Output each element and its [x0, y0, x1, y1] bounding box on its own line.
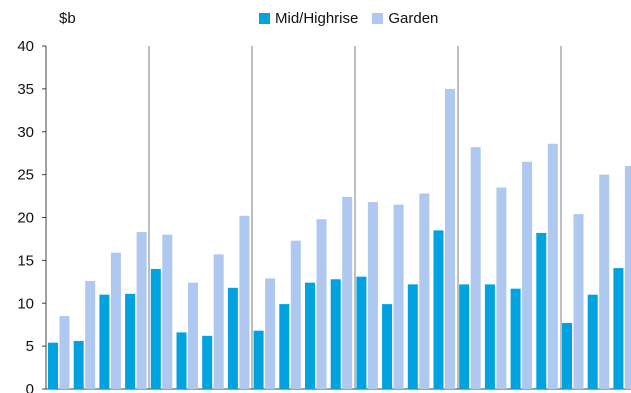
bar-mid-highrise	[305, 282, 315, 389]
bar-garden	[162, 234, 173, 389]
bar-mid-highrise	[253, 330, 264, 389]
bar-mid-highrise	[484, 284, 495, 389]
bar-mid-highrise	[125, 293, 136, 389]
y-tick-label: 10	[17, 295, 34, 312]
bar-garden	[342, 196, 353, 389]
bar-garden	[213, 254, 224, 389]
bar-mid-highrise	[510, 288, 521, 389]
bar-garden	[59, 316, 70, 389]
bar-mid-highrise	[356, 276, 367, 389]
bar-mid-highrise	[176, 332, 187, 389]
bar-garden	[470, 147, 481, 389]
bar-mid-highrise	[407, 284, 418, 389]
bar-garden	[136, 232, 147, 389]
legend-label-garden: Garden	[388, 10, 439, 27]
bar-garden	[547, 143, 558, 389]
bar-garden	[624, 166, 631, 389]
y-tick-label: 15	[17, 252, 34, 269]
bar-garden	[85, 280, 96, 389]
bar-mid-highrise	[202, 335, 213, 389]
bar-garden	[445, 88, 455, 390]
legend-label-mid-highrise: Mid/Highrise	[275, 10, 359, 27]
bar-garden	[496, 187, 507, 389]
legend-item-garden: Garden	[372, 10, 438, 27]
bar-garden	[316, 219, 327, 389]
y-axis-unit-label: $b	[59, 10, 76, 27]
y-tick-label: 5	[26, 338, 34, 355]
bar-mid-highrise	[382, 304, 393, 389]
bar-mid-highrise	[99, 294, 110, 389]
bar-mid-highrise	[562, 322, 572, 389]
legend-item-mid-highrise: Mid/Highrise	[259, 10, 358, 27]
bar-garden	[290, 240, 301, 389]
bar-mid-highrise	[48, 342, 58, 389]
bar-mid-highrise	[73, 340, 84, 389]
bar-garden	[110, 252, 121, 389]
bar-garden	[393, 204, 404, 389]
y-tick-label: 40	[17, 38, 34, 55]
bar-mid-highrise	[613, 268, 624, 389]
bar-garden	[419, 193, 430, 389]
bar-garden	[188, 282, 198, 389]
y-tick-label: 30	[17, 124, 34, 141]
bar-garden	[573, 214, 584, 389]
bar-mid-highrise	[227, 287, 238, 389]
y-tick-label: 20	[17, 210, 34, 227]
bar-garden	[522, 161, 533, 389]
y-tick-label: 35	[17, 81, 34, 98]
legend: Mid/Highrise Garden	[259, 10, 452, 27]
bar-garden	[599, 174, 610, 390]
bar-mid-highrise	[433, 230, 444, 389]
bar-mid-highrise	[536, 232, 547, 389]
bar-mid-highrise	[150, 268, 161, 389]
bar-mid-highrise	[279, 304, 290, 389]
bar-mid-highrise	[587, 294, 598, 389]
bar-garden	[367, 202, 378, 389]
y-tick-label: 0	[26, 381, 34, 393]
bar-mid-highrise	[459, 284, 470, 389]
bar-garden	[239, 215, 250, 389]
bar-mid-highrise	[330, 279, 341, 389]
bar-garden	[265, 278, 276, 389]
legend-swatch-mid-highrise	[259, 13, 270, 24]
legend-swatch-garden	[372, 13, 384, 24]
y-tick-label: 25	[17, 167, 34, 184]
